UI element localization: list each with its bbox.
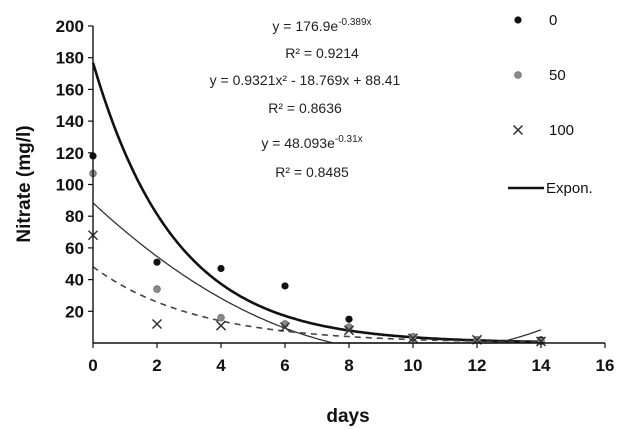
- x-tick-label: 8: [344, 356, 353, 375]
- x-tick-label: 14: [532, 356, 551, 375]
- data-point-series-50: [409, 332, 417, 341]
- equation-text: y = 176.9e: [272, 18, 338, 34]
- legend-label: 100: [549, 122, 574, 139]
- equation-annotation: R² = 0.8636: [268, 100, 342, 116]
- x-tick-label: 10: [404, 356, 423, 375]
- data-point-series-100: [151, 318, 163, 330]
- y-tick-label: 20: [65, 302, 84, 321]
- x-marker-stroke: [343, 325, 355, 336]
- x-marker-stroke: [215, 320, 227, 331]
- equation-annotation: y = 0.9321x² - 18.769x + 88.41: [210, 72, 401, 88]
- x-marker-stroke: [279, 322, 291, 333]
- equation-superscript: -0.31x: [335, 134, 363, 145]
- x-tick-label: 2: [152, 356, 161, 375]
- equation-superscript: -0.389x: [338, 17, 371, 28]
- legend-marker-50: [514, 71, 522, 79]
- y-axis-title: Nitrate (mg/l): [14, 125, 35, 242]
- equation-text: R² = 0.8485: [275, 164, 349, 180]
- y-tick-label: 160: [56, 80, 84, 99]
- x-marker-stroke: [535, 336, 547, 347]
- y-tick-label: 100: [56, 176, 84, 195]
- data-point-series-50: [153, 285, 161, 293]
- trendline-polynomial: [92, 202, 542, 344]
- legend-label: 0: [549, 12, 557, 29]
- data-point-series-100: [343, 325, 355, 336]
- x-tick-label: 6: [280, 356, 289, 375]
- equation-text: R² = 0.8636: [268, 100, 342, 116]
- equation-text: y = 0.9321x² - 18.769x + 88.41: [210, 72, 401, 88]
- trendline-exponential: [92, 266, 541, 343]
- legend: 0 50 100 Expon.: [508, 12, 593, 197]
- data-point-series-100: [215, 320, 227, 331]
- x-marker-stroke: [407, 333, 419, 344]
- data-point-series-0: [217, 264, 225, 273]
- x-tick-label: 0: [88, 356, 97, 375]
- legend-marker-0: [514, 16, 522, 24]
- legend-label: Expon.: [546, 180, 593, 197]
- axis-layer: 0 2 4 6 8 10 12 14 16 20 40 60 80 100 120 140 160 180 200: [56, 17, 615, 375]
- x-marker-stroke: [151, 318, 163, 330]
- trendline-exponential: [91, 62, 541, 344]
- legend-marker-100: [512, 124, 524, 136]
- equation-annotation: y = 48.093e-0.31x: [261, 134, 362, 151]
- data-point-series-0: [345, 315, 353, 323]
- x-axis-title: days: [326, 406, 369, 427]
- x-marker-stroke: [512, 124, 524, 136]
- legend-label: 50: [549, 67, 566, 84]
- y-tick-label: 120: [56, 144, 84, 163]
- data-point-series-100: [535, 336, 547, 347]
- equation-annotation: R² = 0.8485: [275, 164, 349, 180]
- y-tick-label: 60: [65, 239, 84, 258]
- y-tick-label: 40: [65, 271, 84, 290]
- equation-annotation: y = 176.9e-0.389x: [272, 17, 371, 34]
- data-point-layer: [87, 152, 547, 347]
- x-tick-label: 16: [596, 356, 615, 375]
- data-point-series-100: [279, 322, 291, 333]
- data-point-series-0: [153, 258, 161, 266]
- y-tick-label: 180: [56, 49, 84, 68]
- equation-annotations: y = 176.9e-0.389x R² = 0.9214 y = 0.9321x²…: [210, 17, 401, 180]
- data-point-series-50: [217, 313, 225, 322]
- equation-text: R² = 0.9214: [285, 45, 359, 61]
- x-tick-label: 4: [216, 356, 226, 375]
- data-point-series-100: [407, 333, 419, 344]
- y-tick-label: 80: [65, 207, 84, 226]
- equation-annotation: R² = 0.9214: [285, 45, 359, 61]
- y-tick-label: 140: [56, 112, 84, 131]
- y-tick-label: 200: [56, 17, 84, 36]
- data-point-series-0: [281, 282, 289, 290]
- equation-text: y = 48.093e: [261, 135, 335, 151]
- x-tick-label: 12: [468, 356, 487, 375]
